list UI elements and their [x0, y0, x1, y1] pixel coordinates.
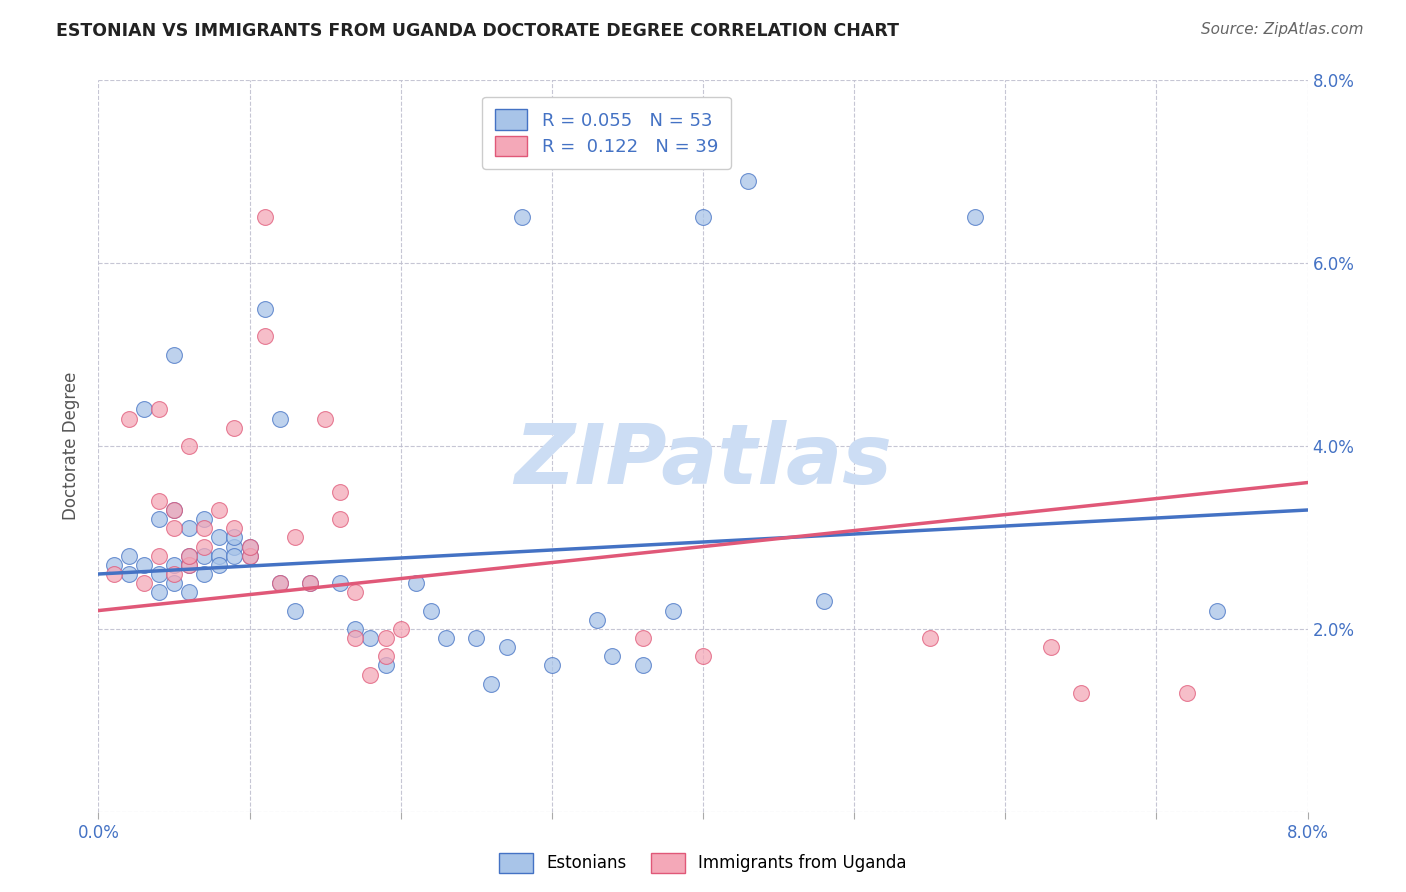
Point [224, 540, 246, 554]
Point [631, 631, 654, 645]
Point [132, 576, 155, 591]
Point [179, 585, 201, 599]
Point [434, 631, 457, 645]
Text: ZIPatlas: ZIPatlas [515, 420, 891, 501]
Point [208, 503, 231, 517]
Point [329, 484, 352, 499]
Point [163, 567, 186, 582]
Point [631, 658, 654, 673]
Point [661, 604, 683, 618]
Point [253, 329, 276, 343]
Point [329, 512, 352, 526]
Point [163, 576, 186, 591]
Point [965, 211, 987, 225]
Point [148, 585, 170, 599]
Legend: R = 0.055   N = 53, R =  0.122   N = 39: R = 0.055 N = 53, R = 0.122 N = 39 [482, 96, 731, 169]
Point [813, 594, 835, 608]
Point [103, 558, 125, 572]
Point [224, 421, 246, 435]
Point [163, 558, 186, 572]
Point [586, 613, 609, 627]
Point [284, 530, 307, 544]
Y-axis label: Doctorate Degree: Doctorate Degree [62, 372, 80, 520]
Point [193, 549, 215, 563]
Point [360, 631, 382, 645]
Point [208, 530, 231, 544]
Point [737, 174, 759, 188]
Point [374, 649, 396, 664]
Point [148, 549, 170, 563]
Point [299, 576, 322, 591]
Point [253, 211, 276, 225]
Point [269, 411, 291, 425]
Point [179, 521, 201, 535]
Point [692, 649, 714, 664]
Point [405, 576, 427, 591]
Point [179, 439, 201, 453]
Point [374, 631, 396, 645]
Point [208, 558, 231, 572]
Point [132, 558, 155, 572]
Point [224, 549, 246, 563]
Point [299, 576, 322, 591]
Point [148, 567, 170, 582]
Point [253, 301, 276, 316]
Point [602, 649, 624, 664]
Point [179, 558, 201, 572]
Point [918, 631, 941, 645]
Point [465, 631, 488, 645]
Point [344, 622, 367, 636]
Point [269, 576, 291, 591]
Point [179, 549, 201, 563]
Point [1175, 686, 1198, 700]
Point [193, 567, 215, 582]
Point [269, 576, 291, 591]
Point [329, 576, 352, 591]
Point [179, 549, 201, 563]
Point [420, 604, 443, 618]
Text: Source: ZipAtlas.com: Source: ZipAtlas.com [1201, 22, 1364, 37]
Point [692, 211, 714, 225]
Point [103, 567, 125, 582]
Point [510, 211, 533, 225]
Point [239, 540, 262, 554]
Point [344, 585, 367, 599]
Point [193, 521, 215, 535]
Point [132, 402, 155, 417]
Point [239, 540, 262, 554]
Point [314, 411, 336, 425]
Point [118, 411, 141, 425]
Point [1206, 604, 1229, 618]
Point [389, 622, 412, 636]
Point [374, 658, 396, 673]
Point [148, 494, 170, 508]
Point [360, 667, 382, 681]
Point [495, 640, 517, 655]
Point [208, 549, 231, 563]
Point [1039, 640, 1062, 655]
Point [148, 512, 170, 526]
Point [481, 676, 503, 690]
Point [163, 503, 186, 517]
Point [163, 521, 186, 535]
Point [1070, 686, 1092, 700]
Legend: Estonians, Immigrants from Uganda: Estonians, Immigrants from Uganda [492, 847, 914, 880]
Point [118, 567, 141, 582]
Point [540, 658, 562, 673]
Point [163, 503, 186, 517]
Point [284, 604, 307, 618]
Point [224, 521, 246, 535]
Point [224, 530, 246, 544]
Point [193, 512, 215, 526]
Point [179, 558, 201, 572]
Point [163, 347, 186, 362]
Point [239, 549, 262, 563]
Point [239, 549, 262, 563]
Point [148, 402, 170, 417]
Point [193, 540, 215, 554]
Point [118, 549, 141, 563]
Text: ESTONIAN VS IMMIGRANTS FROM UGANDA DOCTORATE DEGREE CORRELATION CHART: ESTONIAN VS IMMIGRANTS FROM UGANDA DOCTO… [56, 22, 900, 40]
Point [344, 631, 367, 645]
